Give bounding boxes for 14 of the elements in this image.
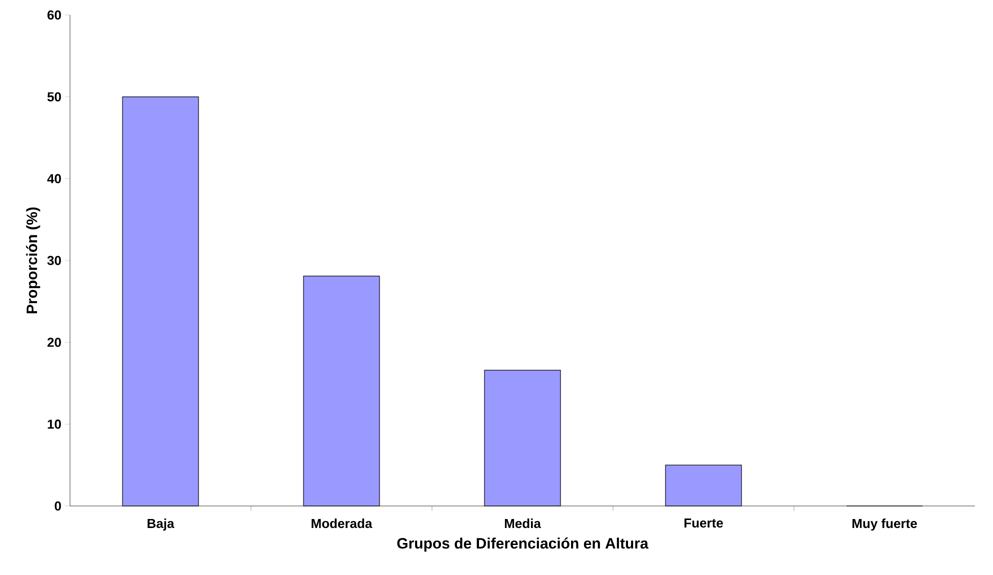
- x-tick-label: Muy fuerte: [852, 518, 917, 531]
- x-tick-label: Baja: [148, 518, 174, 531]
- y-tick-label: 50: [47, 92, 61, 102]
- x-tick-label: Moderada: [312, 518, 372, 528]
- y-tick-label: 60: [47, 10, 61, 20]
- y-tick-label: 30: [47, 256, 61, 266]
- x-tick-label: Fuerte: [684, 518, 723, 528]
- y-tick-label: 40: [47, 174, 61, 184]
- x-tick-label: Media: [504, 518, 542, 528]
- y-tick-label: 0: [54, 501, 61, 511]
- y-axis-title: Proporción (%): [26, 207, 40, 314]
- x-axis-title: Grupos de Diferenciación en Altura: [397, 538, 648, 552]
- y-tick-label: 20: [47, 338, 61, 347]
- y-tick-label: 10: [48, 420, 61, 429]
